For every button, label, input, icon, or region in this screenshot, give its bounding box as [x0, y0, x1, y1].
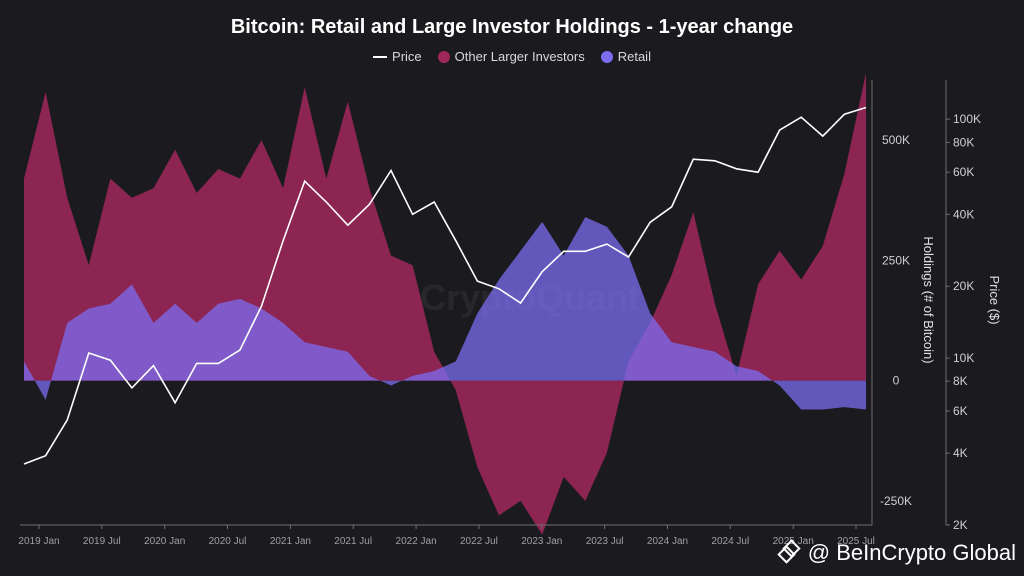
x-tick-label: 2025 Jan [773, 536, 814, 547]
legend-label-large: Other Larger Investors [454, 49, 585, 64]
price-line [23, 106, 867, 465]
right-tick-label: 2K [953, 518, 968, 532]
large-investors-swatch [437, 50, 450, 63]
legend-item-price[interactable]: Price [373, 49, 422, 64]
x-tick-label: 2021 Jan [270, 536, 311, 547]
legend-item-retail[interactable]: Retail [600, 49, 651, 64]
retail-swatch [600, 50, 613, 63]
price-layer [23, 106, 867, 465]
x-tick-label: 2019 Jul [83, 536, 121, 547]
x-tick-label: 2023 Jul [586, 536, 624, 547]
price-line-swatch [373, 55, 388, 58]
retail-area [24, 217, 866, 410]
right-tick-label: 40K [953, 207, 974, 221]
legend-label-retail: Retail [617, 49, 651, 64]
right-tick-label: 6K [953, 404, 968, 418]
x-tick-label: 2024 Jul [711, 536, 749, 547]
x-tick-label: 2022 Jul [460, 536, 498, 547]
other-larger-investors-area [24, 72, 866, 535]
left-tick-label: 500K [882, 133, 910, 147]
left-tick-label: 0 [893, 374, 900, 388]
right-tick-label: 20K [953, 279, 974, 293]
credit-text: @ BeInCrypto Global [807, 540, 1016, 565]
right-tick-label: 8K [953, 374, 968, 388]
right-axis-title: Price ($) [987, 275, 1002, 324]
left-tick-label: -250K [880, 494, 912, 508]
left-axis-title: Holdings (# of Bitcoin) [921, 236, 936, 363]
chart-title: Bitcoin: Retail and Large Investor Holdi… [230, 16, 794, 38]
credit-badge: @ BeInCrypto Global [777, 539, 1016, 566]
legend: Price Other Larger Investors Retail [0, 49, 1024, 64]
x-tick-label: 2024 Jan [647, 536, 688, 547]
right-tick-label: 10K [953, 351, 974, 365]
right-tick-label: 60K [953, 165, 974, 179]
x-tick-label: 2025 Jul [837, 536, 875, 547]
x-tick-label: 2023 Jan [521, 536, 562, 547]
right-tick-label: 100K [953, 112, 981, 126]
x-tick-label: 2020 Jan [144, 536, 185, 547]
left-tick-label: 250K [882, 253, 910, 267]
x-tick-label: 2022 Jan [396, 536, 437, 547]
x-tick-label: 2019 Jan [18, 536, 59, 547]
right-tick-label: 4K [953, 446, 968, 460]
axes-layer: 500K 250K 0 -250K 100K 80K 60K 40K 20K 10K 8K 6K 4K 2… [18, 80, 981, 547]
areas-layer [23, 72, 867, 535]
diamond-logo-icon [777, 539, 802, 564]
x-tick-label: 2020 Jul [209, 536, 247, 547]
legend-item-large[interactable]: Other Larger Investors [437, 49, 585, 64]
right-tick-label: 80K [953, 135, 974, 149]
legend-label-price: Price [392, 49, 422, 64]
x-tick-label: 2021 Jul [334, 536, 372, 547]
